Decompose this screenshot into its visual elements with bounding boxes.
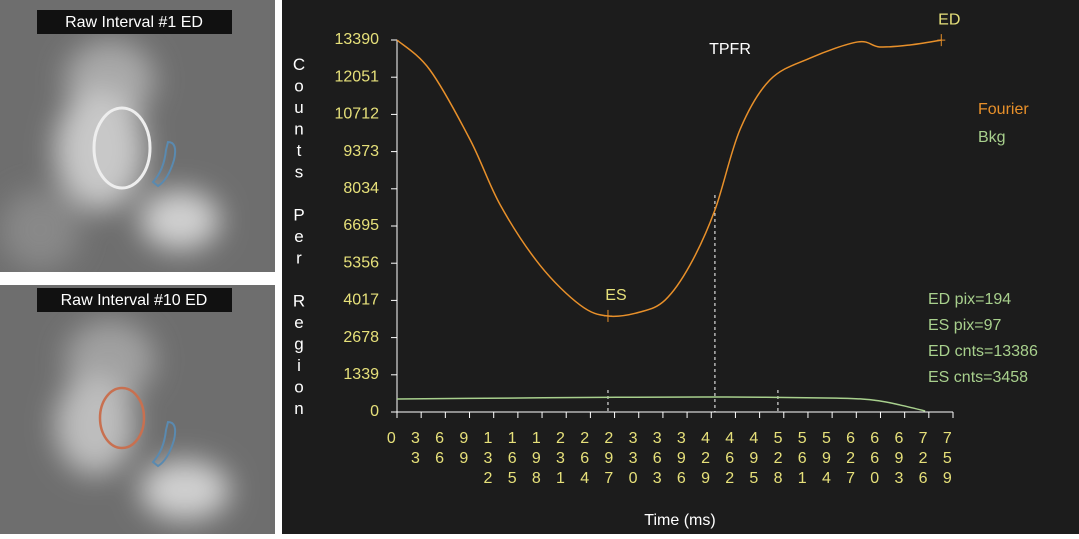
x-tick-label: 594 xyxy=(818,430,835,490)
x-tick-label: 132 xyxy=(479,430,496,490)
y-tick-label: 9373 xyxy=(343,143,379,160)
stat-text: ED cnts=13386 xyxy=(928,343,1038,360)
y-tick-label: 2678 xyxy=(343,329,379,346)
y-tick-label: 12051 xyxy=(335,68,380,85)
x-axis-label: Time (ms) xyxy=(644,512,715,529)
y-axis-label: Counts Per Region xyxy=(290,55,309,421)
x-tick-label: 33 xyxy=(407,430,424,470)
x-tick-label: 198 xyxy=(528,430,545,490)
x-tick-label: 297 xyxy=(600,430,617,490)
y-tick-label: 0 xyxy=(370,403,379,420)
y-tick-label: 10712 xyxy=(335,106,380,123)
screen: Raw Interval #1 ED Raw Interval #10 ED T… xyxy=(0,0,1079,534)
y-tick-label: 13390 xyxy=(335,31,380,48)
x-tick-label: 66 xyxy=(431,430,448,470)
x-tick-label: 693 xyxy=(890,430,907,490)
stat-text: ES pix=97 xyxy=(928,317,1001,334)
stat-text: ED pix=194 xyxy=(928,291,1011,308)
x-tick-label: 726 xyxy=(915,430,932,490)
marker-label: ED xyxy=(938,11,960,28)
y-tick-label: 1339 xyxy=(343,366,379,383)
x-tick-label: 462 xyxy=(721,430,738,490)
scan-top xyxy=(0,0,275,272)
x-tick-label: 264 xyxy=(576,430,593,490)
x-tick-label: 363 xyxy=(649,430,666,490)
x-tick-label: 495 xyxy=(745,430,762,490)
y-tick-label: 6695 xyxy=(343,217,379,234)
x-tick-label: 759 xyxy=(939,430,956,490)
scan-bottom xyxy=(0,285,275,534)
panel-label: Raw Interval #10 ED xyxy=(61,292,208,309)
stat-text: ES cnts=3458 xyxy=(928,369,1028,386)
x-tick-label: 528 xyxy=(770,430,787,490)
chart-title: TPFR xyxy=(709,41,751,58)
x-tick-label: 627 xyxy=(842,430,859,490)
x-tick-label: 165 xyxy=(504,430,521,490)
x-tick-label: 231 xyxy=(552,430,569,490)
legend-entry: Fourier xyxy=(978,101,1029,118)
marker-label: ES xyxy=(605,287,626,304)
y-tick-label: 5356 xyxy=(343,254,379,271)
panel-label: Raw Interval #1 ED xyxy=(65,14,203,31)
legend-entry: Bkg xyxy=(978,129,1006,146)
x-tick-label: 99 xyxy=(455,430,472,470)
x-tick-label: 330 xyxy=(625,430,642,490)
x-tick-label: 561 xyxy=(794,430,811,490)
y-tick-label: 4017 xyxy=(343,292,379,309)
x-tick-label: 660 xyxy=(866,430,883,490)
y-tick-label: 8034 xyxy=(343,180,379,197)
x-tick-label: 0 xyxy=(383,430,400,450)
x-tick-label: 429 xyxy=(697,430,714,490)
x-tick-label: 396 xyxy=(673,430,690,490)
